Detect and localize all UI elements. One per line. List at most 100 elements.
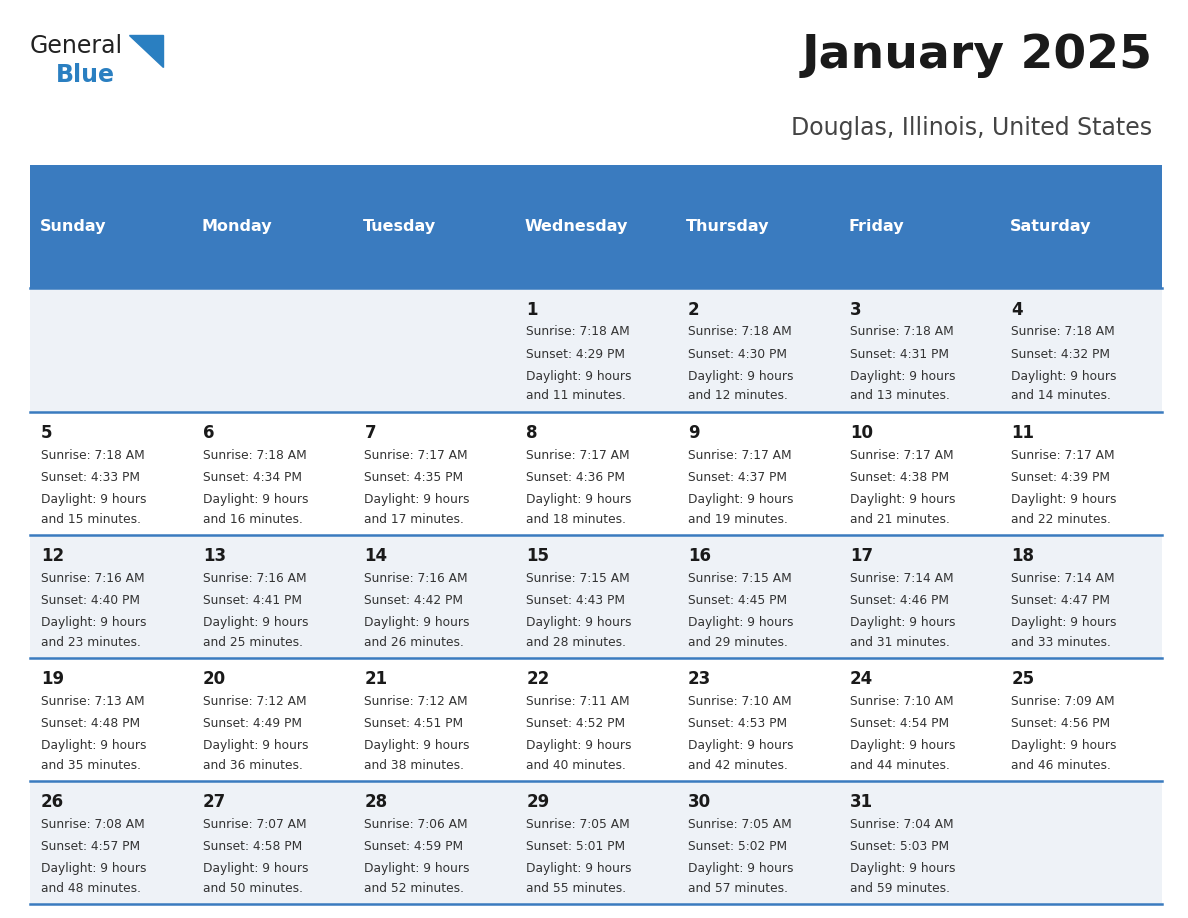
Text: and 14 minutes.: and 14 minutes. [1011, 389, 1111, 402]
Text: and 17 minutes.: and 17 minutes. [365, 512, 465, 526]
Text: Daylight: 9 hours: Daylight: 9 hours [849, 862, 955, 876]
Text: and 46 minutes.: and 46 minutes. [1011, 759, 1111, 772]
Text: 31: 31 [849, 793, 873, 812]
Text: and 50 minutes.: and 50 minutes. [203, 882, 303, 895]
Text: Sunday: Sunday [39, 219, 106, 234]
Text: Sunset: 4:31 PM: Sunset: 4:31 PM [849, 348, 949, 361]
Text: General: General [30, 34, 122, 58]
Text: and 25 minutes.: and 25 minutes. [203, 636, 303, 649]
Text: Daylight: 9 hours: Daylight: 9 hours [42, 616, 146, 629]
FancyBboxPatch shape [839, 534, 1000, 658]
FancyBboxPatch shape [514, 658, 677, 781]
FancyBboxPatch shape [1000, 534, 1162, 658]
Text: Sunset: 4:35 PM: Sunset: 4:35 PM [365, 471, 463, 484]
Text: 19: 19 [42, 670, 64, 688]
Text: Sunrise: 7:12 AM: Sunrise: 7:12 AM [365, 695, 468, 708]
FancyBboxPatch shape [353, 781, 514, 904]
FancyBboxPatch shape [514, 534, 677, 658]
Text: and 57 minutes.: and 57 minutes. [688, 882, 788, 895]
Text: Sunset: 4:48 PM: Sunset: 4:48 PM [42, 717, 140, 730]
Text: 7: 7 [365, 424, 377, 442]
FancyBboxPatch shape [191, 411, 353, 534]
Text: Daylight: 9 hours: Daylight: 9 hours [849, 370, 955, 383]
Text: Sunset: 4:52 PM: Sunset: 4:52 PM [526, 717, 625, 730]
Text: Daylight: 9 hours: Daylight: 9 hours [688, 739, 794, 752]
FancyBboxPatch shape [514, 165, 677, 288]
FancyBboxPatch shape [677, 534, 839, 658]
Text: Sunset: 4:29 PM: Sunset: 4:29 PM [526, 348, 625, 361]
Text: Monday: Monday [201, 219, 272, 234]
Text: Sunset: 4:41 PM: Sunset: 4:41 PM [203, 594, 302, 607]
Text: Sunset: 4:45 PM: Sunset: 4:45 PM [688, 594, 788, 607]
Text: Daylight: 9 hours: Daylight: 9 hours [203, 862, 308, 876]
Text: 12: 12 [42, 547, 64, 565]
Text: Sunrise: 7:11 AM: Sunrise: 7:11 AM [526, 695, 630, 708]
Text: Sunrise: 7:18 AM: Sunrise: 7:18 AM [203, 449, 307, 462]
Text: Sunset: 4:49 PM: Sunset: 4:49 PM [203, 717, 302, 730]
Text: 15: 15 [526, 547, 549, 565]
Text: Sunset: 4:36 PM: Sunset: 4:36 PM [526, 471, 625, 484]
Text: Daylight: 9 hours: Daylight: 9 hours [42, 493, 146, 506]
FancyBboxPatch shape [30, 781, 191, 904]
Text: and 48 minutes.: and 48 minutes. [42, 882, 141, 895]
Text: and 31 minutes.: and 31 minutes. [849, 636, 949, 649]
FancyBboxPatch shape [353, 165, 514, 288]
Text: Sunrise: 7:10 AM: Sunrise: 7:10 AM [849, 695, 953, 708]
Text: Daylight: 9 hours: Daylight: 9 hours [849, 616, 955, 629]
Text: Saturday: Saturday [1010, 219, 1092, 234]
Text: and 38 minutes.: and 38 minutes. [365, 759, 465, 772]
FancyBboxPatch shape [191, 781, 353, 904]
Text: and 40 minutes.: and 40 minutes. [526, 759, 626, 772]
Text: Sunrise: 7:07 AM: Sunrise: 7:07 AM [203, 818, 307, 831]
Text: Sunrise: 7:18 AM: Sunrise: 7:18 AM [1011, 325, 1116, 339]
Text: Douglas, Illinois, United States: Douglas, Illinois, United States [791, 116, 1152, 140]
Text: Sunset: 4:51 PM: Sunset: 4:51 PM [365, 717, 463, 730]
Text: 27: 27 [203, 793, 226, 812]
Text: Sunset: 4:30 PM: Sunset: 4:30 PM [688, 348, 786, 361]
Text: Daylight: 9 hours: Daylight: 9 hours [365, 493, 470, 506]
Text: Sunset: 4:47 PM: Sunset: 4:47 PM [1011, 594, 1111, 607]
Text: Daylight: 9 hours: Daylight: 9 hours [688, 616, 794, 629]
FancyBboxPatch shape [1000, 658, 1162, 781]
Text: Daylight: 9 hours: Daylight: 9 hours [526, 739, 632, 752]
Text: Thursday: Thursday [687, 219, 770, 234]
Text: Sunset: 4:34 PM: Sunset: 4:34 PM [203, 471, 302, 484]
FancyBboxPatch shape [30, 411, 191, 534]
Text: 3: 3 [849, 301, 861, 319]
Text: Friday: Friday [848, 219, 904, 234]
FancyBboxPatch shape [30, 534, 191, 658]
Text: and 23 minutes.: and 23 minutes. [42, 636, 141, 649]
FancyBboxPatch shape [839, 411, 1000, 534]
Text: 20: 20 [203, 670, 226, 688]
FancyBboxPatch shape [191, 165, 353, 288]
Text: Daylight: 9 hours: Daylight: 9 hours [688, 370, 794, 383]
Text: Sunrise: 7:14 AM: Sunrise: 7:14 AM [849, 572, 953, 585]
Text: Sunset: 4:40 PM: Sunset: 4:40 PM [42, 594, 140, 607]
Text: Daylight: 9 hours: Daylight: 9 hours [1011, 493, 1117, 506]
FancyBboxPatch shape [514, 781, 677, 904]
Text: and 16 minutes.: and 16 minutes. [203, 512, 303, 526]
FancyBboxPatch shape [30, 658, 191, 781]
Text: Daylight: 9 hours: Daylight: 9 hours [365, 739, 470, 752]
Text: 5: 5 [42, 424, 52, 442]
Text: Wednesday: Wednesday [525, 219, 628, 234]
Text: and 26 minutes.: and 26 minutes. [365, 636, 465, 649]
Text: Daylight: 9 hours: Daylight: 9 hours [42, 862, 146, 876]
Text: Sunrise: 7:17 AM: Sunrise: 7:17 AM [688, 449, 791, 462]
Text: Daylight: 9 hours: Daylight: 9 hours [526, 493, 632, 506]
Text: Sunrise: 7:05 AM: Sunrise: 7:05 AM [526, 818, 630, 831]
Text: Sunrise: 7:13 AM: Sunrise: 7:13 AM [42, 695, 145, 708]
Text: 6: 6 [203, 424, 214, 442]
Text: Sunrise: 7:18 AM: Sunrise: 7:18 AM [688, 325, 791, 339]
Text: 1: 1 [526, 301, 538, 319]
Text: Sunset: 4:58 PM: Sunset: 4:58 PM [203, 840, 302, 853]
Text: Daylight: 9 hours: Daylight: 9 hours [849, 493, 955, 506]
Text: Daylight: 9 hours: Daylight: 9 hours [688, 493, 794, 506]
Text: Sunset: 4:53 PM: Sunset: 4:53 PM [688, 717, 788, 730]
Text: Sunrise: 7:18 AM: Sunrise: 7:18 AM [526, 325, 630, 339]
Text: Daylight: 9 hours: Daylight: 9 hours [526, 862, 632, 876]
Text: Sunrise: 7:04 AM: Sunrise: 7:04 AM [849, 818, 953, 831]
Text: 23: 23 [688, 670, 712, 688]
FancyBboxPatch shape [353, 534, 514, 658]
Text: 4: 4 [1011, 301, 1023, 319]
